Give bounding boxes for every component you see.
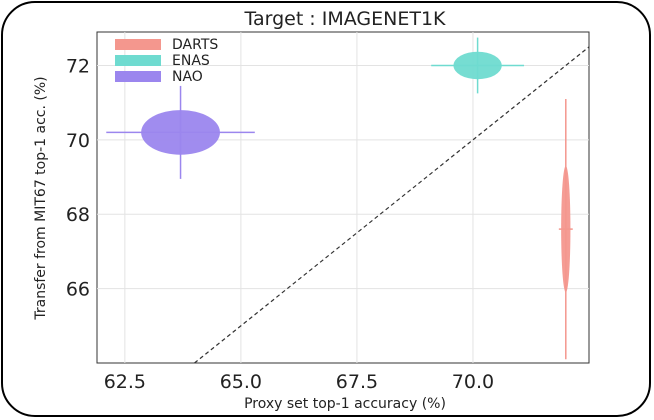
x-tick-label: 65.0: [220, 371, 262, 393]
nao-legend-label: NAO: [172, 69, 203, 85]
nao-legend-swatch: [115, 71, 161, 82]
y-tick-label: 70: [66, 130, 90, 152]
plot-area: [96, 31, 590, 364]
enas-legend-swatch: [115, 55, 161, 66]
x-tick-labels: 62.5 65.0 67.5 70.0: [104, 371, 494, 393]
x-tick-label: 67.5: [336, 371, 378, 393]
x-axis-label: Proxy set top-1 accuracy (%): [244, 396, 446, 412]
y-tick-label: 72: [66, 55, 90, 77]
grid-lines: [97, 32, 589, 363]
chart-title: Target : IMAGENET1K: [243, 8, 446, 30]
y-tick-label: 68: [66, 204, 90, 226]
reference-line: [194, 46, 590, 364]
y-tick-label: 66: [66, 279, 90, 301]
x-tick-label: 70.0: [452, 371, 494, 393]
y-axis-label: Transfer from MIT67 top-1 acc. (%): [33, 76, 49, 320]
enas-legend-label: ENAS: [172, 53, 210, 69]
data-marks: [106, 37, 573, 360]
darts-legend-swatch: [115, 39, 161, 50]
darts-legend-label: DARTS: [172, 37, 218, 53]
reference-line-group: [194, 46, 590, 364]
y-tick-labels: 66 68 70 72: [66, 55, 90, 300]
x-tick-label: 62.5: [104, 371, 146, 393]
